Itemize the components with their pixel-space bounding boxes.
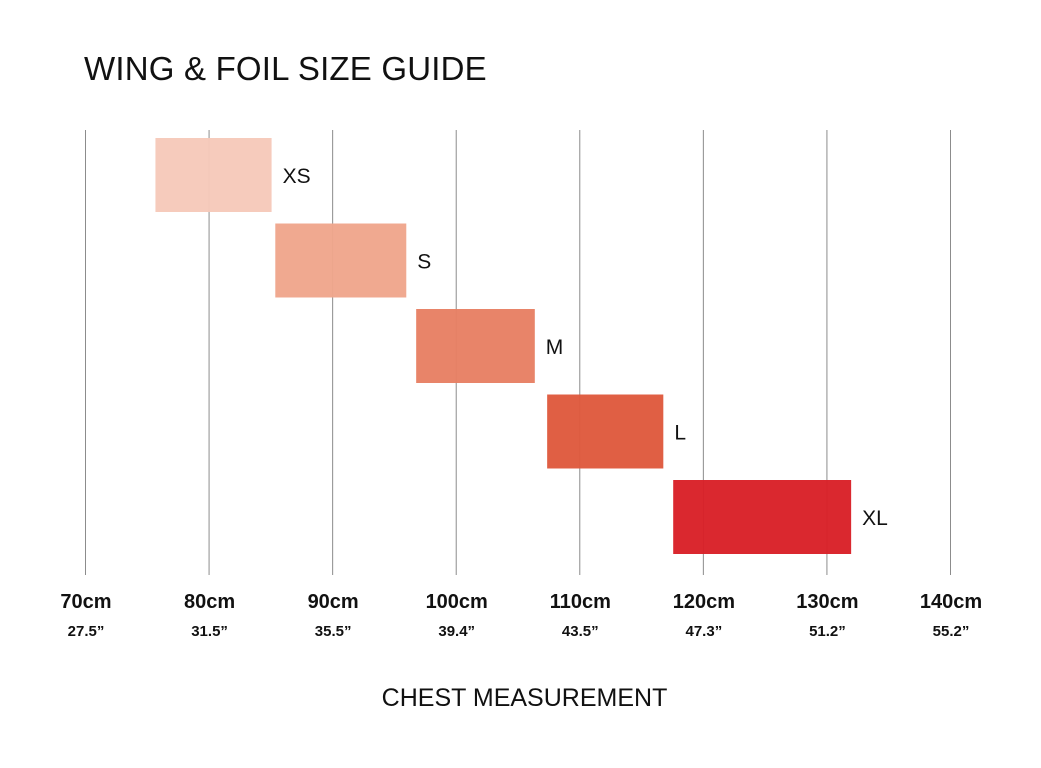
tick-label-cm: 80cm — [184, 591, 235, 613]
tick-label-cm: 70cm — [60, 591, 111, 613]
size-bar-m — [416, 309, 535, 383]
size-label-xs: XS — [283, 165, 311, 188]
tick-label-cm: 140cm — [920, 591, 982, 613]
tick-label-inch: 43.5” — [562, 623, 599, 640]
tick-label-cm: 100cm — [426, 591, 488, 613]
size-label-m: M — [546, 336, 564, 359]
tick-label-cm: 130cm — [796, 591, 858, 613]
tick-label-inch: 39.4” — [438, 623, 475, 640]
size-label-xl: XL — [862, 507, 888, 530]
tick-label-inch: 27.5” — [68, 623, 105, 640]
tick-label-inch: 31.5” — [191, 623, 228, 640]
tick-label-cm: 90cm — [308, 591, 359, 613]
tick-label-cm: 120cm — [673, 591, 735, 613]
size-bar-xs — [155, 138, 272, 212]
size-label-s: S — [417, 251, 431, 274]
size-bar-l — [547, 394, 664, 469]
tick-label-inch: 35.5” — [315, 623, 352, 640]
tick-label-inch: 47.3” — [686, 623, 723, 640]
x-axis-label: CHEST MEASUREMENT — [381, 684, 668, 712]
size-label-l: L — [674, 422, 686, 445]
tick-label-inch: 51.2” — [809, 623, 846, 640]
size-bar-s — [275, 223, 407, 298]
tick-label-inch: 55.2” — [933, 623, 970, 640]
size-bar-xl — [673, 480, 852, 554]
chart-title: WING & FOIL SIZE GUIDE — [84, 50, 487, 87]
tick-label-cm: 110cm — [550, 591, 611, 613]
x-axis-ticks: 70cm 27.5” 80cm 31.5” 90cm 35.5” 100cm 39.4” 110… — [60, 591, 982, 640]
size-bars: XS S M L XL — [155, 138, 888, 554]
